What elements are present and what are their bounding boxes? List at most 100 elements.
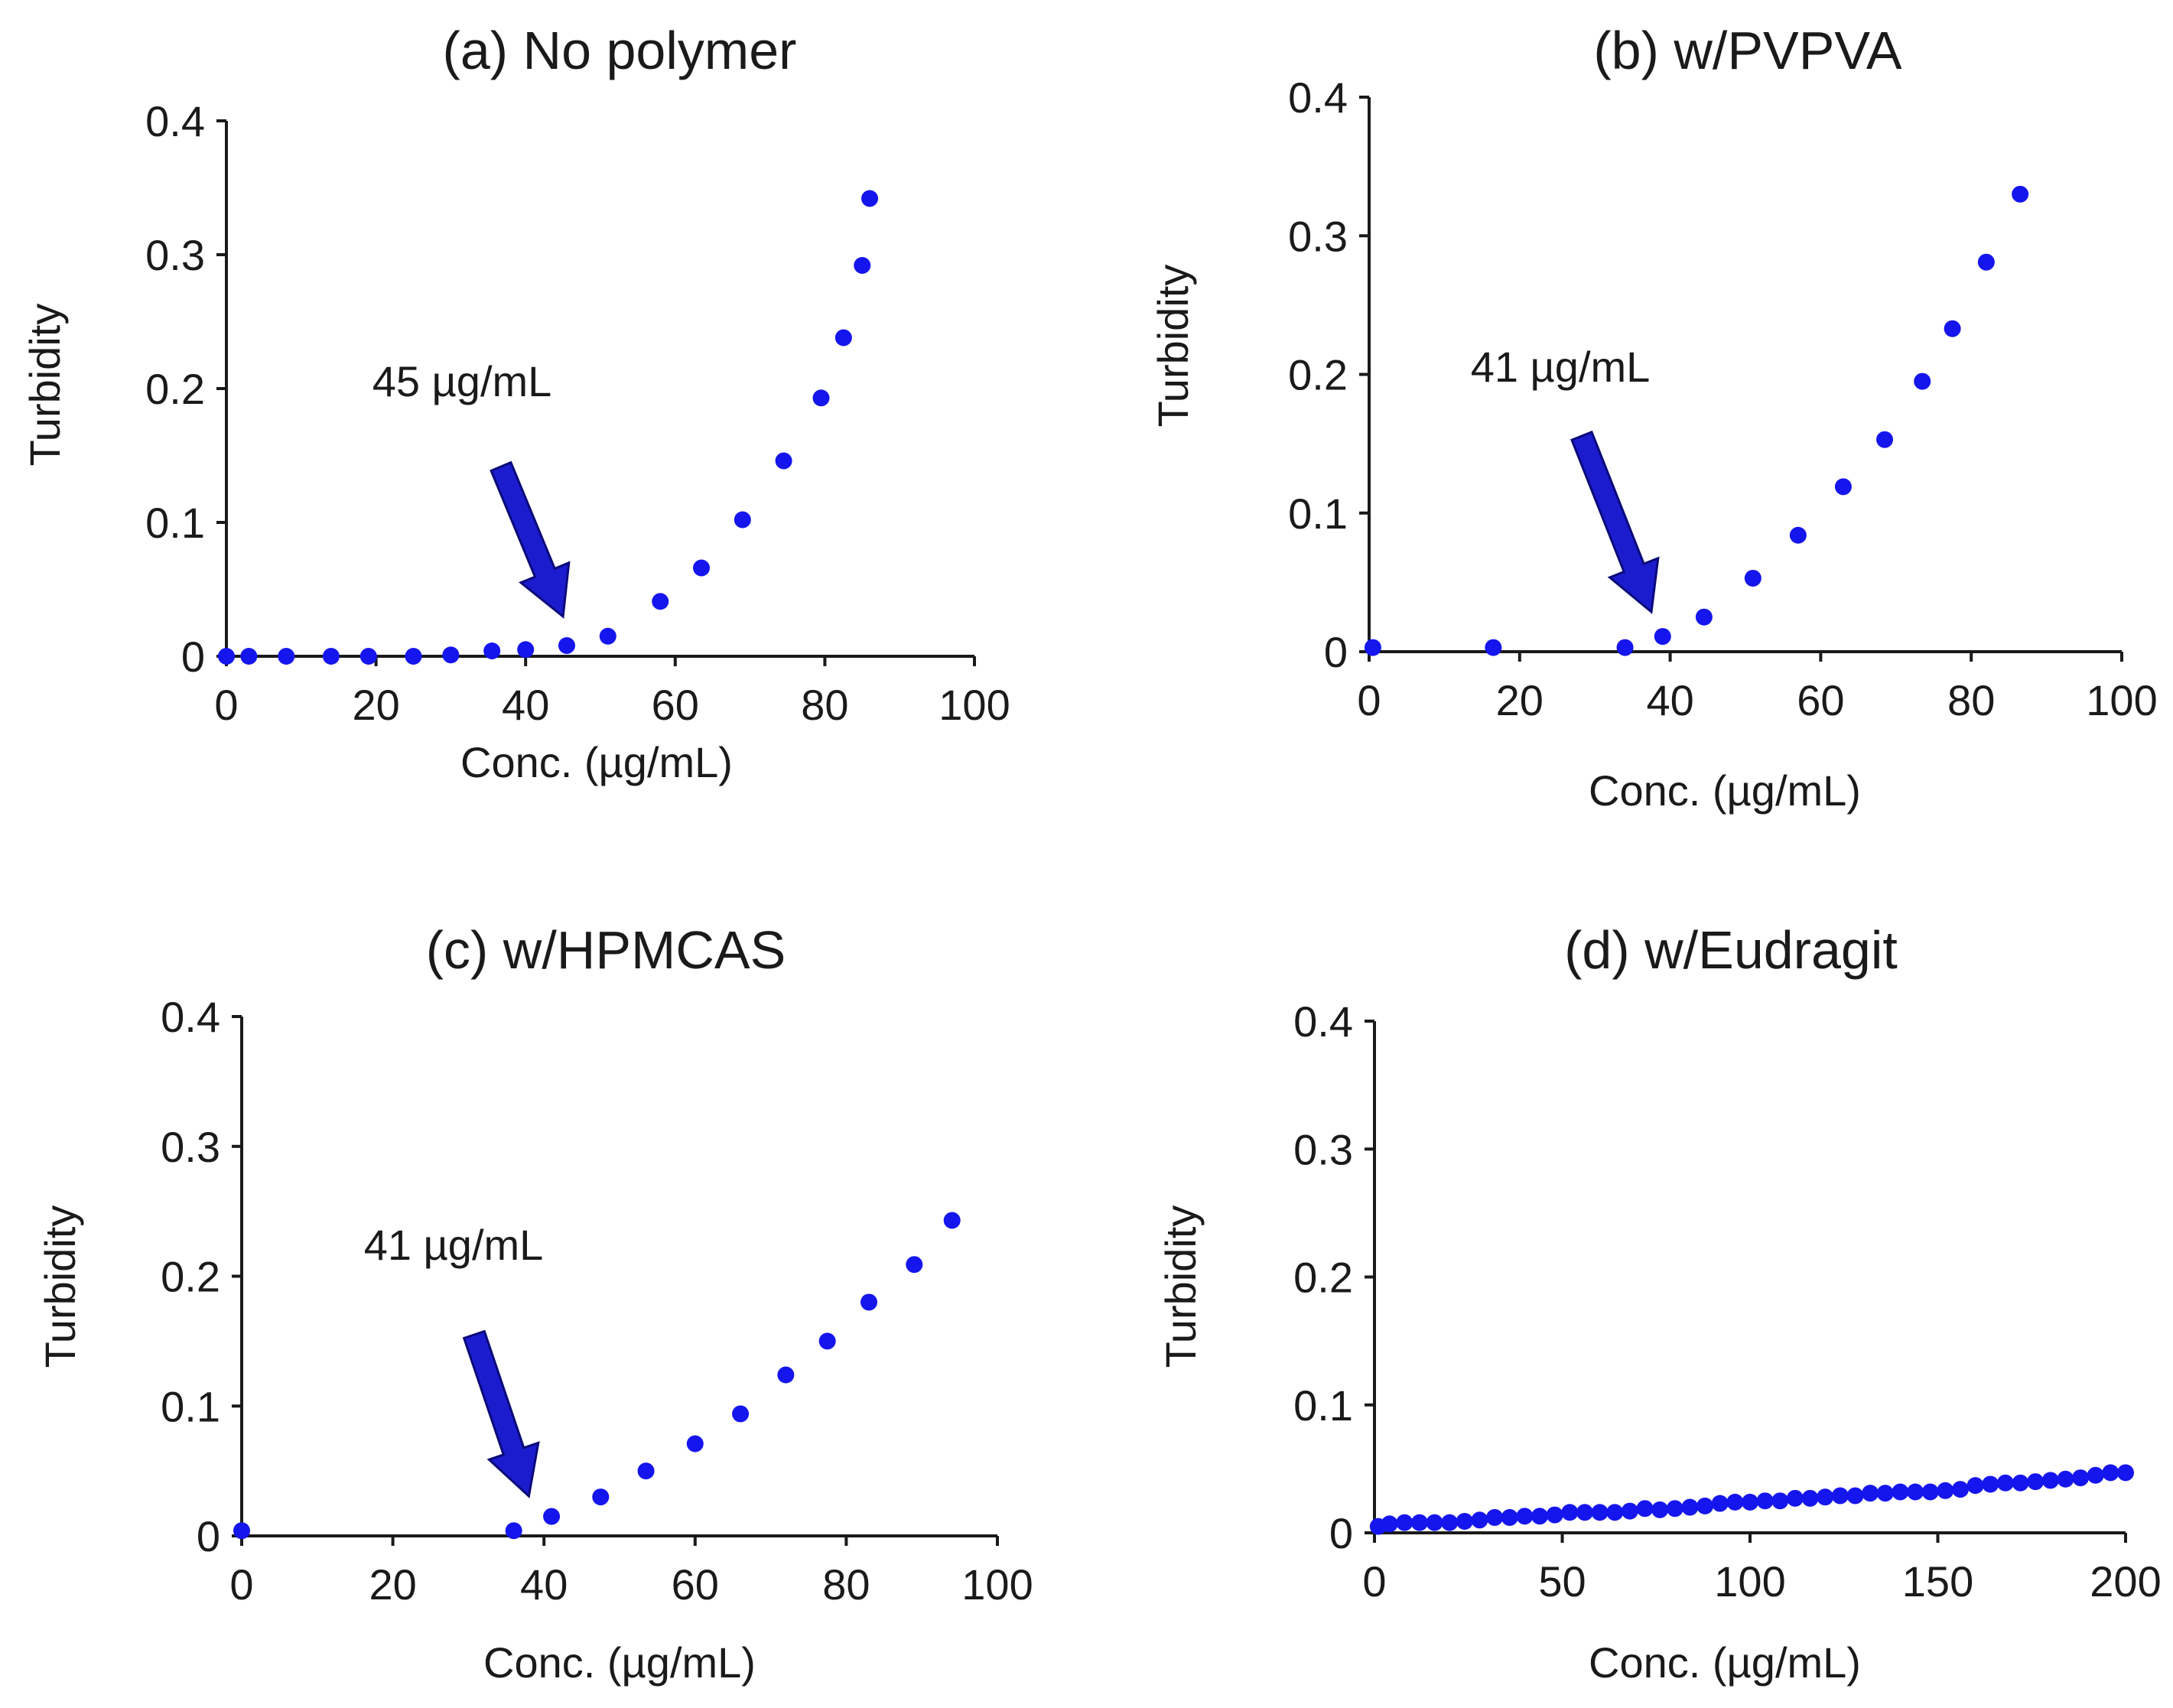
panel-a-x-tick-label: 0 <box>214 681 238 729</box>
panel-b-y-tick-label: 0.3 <box>1288 212 1348 260</box>
panel-b-data-point <box>1977 253 1995 271</box>
panel-b-points <box>1364 185 2029 656</box>
panel-c-xlabel: Conc. (µg/mL) <box>483 1638 756 1687</box>
panel-d-data-point <box>2072 1469 2090 1487</box>
panel-c-x-tick-label: 60 <box>672 1560 719 1609</box>
panel-a-data-point <box>278 648 295 665</box>
panel-d-data-point <box>1966 1477 1984 1495</box>
panel-a-data-point <box>834 329 852 346</box>
panel-a-data-point <box>599 627 616 645</box>
panel-d-data-point <box>1982 1475 1999 1493</box>
panel-a-ylabel: Turbidity <box>21 304 69 467</box>
panel-d-data-point <box>1907 1483 1924 1501</box>
panel-b-data-point <box>1654 628 1671 646</box>
panel-c-annotation-label: 41 µg/mL <box>364 1221 544 1269</box>
panel-d-data-point <box>1846 1487 1864 1505</box>
panel-d-data-point <box>1591 1504 1609 1521</box>
panel-d-data-point <box>1921 1483 1939 1501</box>
panel-a-y-tick-label: 0.2 <box>145 365 205 413</box>
panel-d-data-point <box>2027 1473 2045 1491</box>
panel-d-y-tick-label: 0.3 <box>1293 1125 1353 1173</box>
panel-b-y-tick-label: 0.2 <box>1288 351 1348 399</box>
panel-d-points <box>1369 1464 2134 1535</box>
panel-d-data-point <box>1396 1514 1413 1531</box>
panel-a-data-point <box>322 648 340 665</box>
panel-c-y-tick-label: 0.3 <box>161 1123 220 1171</box>
panel-b-y-tick-label: 0.4 <box>1288 73 1348 122</box>
panel-d-title: (d) w/Eudragit <box>1564 920 1898 980</box>
panel-a-data-point <box>517 641 535 659</box>
panel-b-y-tick-label: 0 <box>1324 628 1348 676</box>
panel-c-x-tick-label: 100 <box>961 1560 1033 1609</box>
panel-d-data-point <box>1546 1506 1563 1524</box>
panel-c-data-point <box>543 1508 561 1525</box>
panel-b-data-point <box>1616 639 1634 656</box>
panel-b-x-tick-label: 20 <box>1496 676 1544 724</box>
panel-b-x-tick-label: 40 <box>1646 676 1693 724</box>
panel-d-data-point <box>1666 1500 1683 1518</box>
panel-a-x-tick-label: 100 <box>938 681 1010 729</box>
panel-c-data-point <box>818 1332 836 1350</box>
panel-a-x-tick-label: 60 <box>652 681 699 729</box>
panel-d-x-tick-label: 100 <box>1714 1557 1785 1606</box>
panel-a-data-point <box>359 648 377 665</box>
panel-c-arrow-shape <box>462 1329 540 1498</box>
panel-c-arrow <box>462 1329 540 1498</box>
panel-c-y-tick-label: 0.1 <box>161 1382 220 1430</box>
panel-d-data-point <box>1606 1504 1624 1521</box>
panel-d-data-point <box>1937 1482 1954 1499</box>
panel-a-title: (a) No polymer <box>443 21 797 80</box>
panel-d-data-point <box>1817 1488 1834 1506</box>
panel-b-data-point <box>1789 526 1807 544</box>
panel-d-data-point <box>1786 1489 1804 1507</box>
panel-c-data-point <box>906 1256 923 1274</box>
panel-d-data-point <box>1831 1487 1849 1505</box>
panel-d-x-tick-label: 150 <box>1902 1557 1973 1606</box>
panel-c-x-tick-label: 80 <box>822 1560 870 1609</box>
panel-d-data-point <box>1516 1508 1534 1525</box>
panel-c-y-tick-label: 0 <box>197 1512 220 1560</box>
panel-d-data-point <box>1501 1508 1518 1526</box>
panel-d-data-point <box>1651 1501 1669 1518</box>
panel-a-x-tick-label: 80 <box>801 681 848 729</box>
panel-a-xlabel: Conc. (µg/mL) <box>460 738 733 786</box>
panel-a-y-tick-label: 0.3 <box>145 231 205 279</box>
panel-d-data-point <box>1862 1485 1879 1502</box>
panel-c-data-point <box>592 1488 610 1506</box>
panel-a-data-point <box>734 511 751 529</box>
panel-d-data-point <box>1696 1497 1714 1514</box>
panel-a-y-tick-label: 0.1 <box>145 499 205 547</box>
panel-d-data-point <box>1486 1508 1504 1526</box>
panel-b-annotation-label: 41 µg/mL <box>1471 343 1651 391</box>
panel-c: (c) w/HPMCAS Turbidity Conc. (µg/mL) 41 … <box>36 920 1033 1687</box>
panel-b-data-point <box>1914 373 1931 390</box>
panel-a-y-tick-label: 0 <box>181 633 205 681</box>
panel-a-data-point <box>812 389 830 407</box>
panel-c-data-point <box>686 1435 704 1453</box>
panel-b-data-point <box>2012 185 2029 203</box>
panel-b-ylabel: Turbidity <box>1149 265 1197 428</box>
panel-a-y-tick-label: 0.4 <box>145 97 205 145</box>
panel-d-data-point <box>1681 1498 1699 1516</box>
panel-c-x-tick-label: 0 <box>229 1560 253 1609</box>
panel-c-data-point <box>943 1212 961 1229</box>
panel-b-y-tick-label: 0.1 <box>1288 490 1348 538</box>
panel-a-x-tick-label: 20 <box>352 681 399 729</box>
panel-d-y-tick-label: 0.1 <box>1293 1381 1353 1430</box>
panel-d-x-tick-label: 50 <box>1538 1557 1586 1606</box>
panel-a-x-tick-label: 40 <box>502 681 549 729</box>
panel-c-y-tick-label: 0.4 <box>161 993 220 1041</box>
panel-d-data-point <box>1381 1515 1398 1533</box>
panel-d-data-point <box>1771 1492 1789 1510</box>
panel-b-title: (b) w/PVPVA <box>1593 21 1902 80</box>
panel-d-data-point <box>1742 1493 1758 1511</box>
panel-a-data-point <box>442 646 460 664</box>
panel-d-data-point <box>1410 1514 1428 1531</box>
panel-d-data-point <box>1426 1514 1443 1531</box>
panel-d-data-point <box>1636 1500 1654 1518</box>
panel-b-x-tick-label: 60 <box>1797 676 1844 724</box>
panel-a-data-point <box>483 643 501 659</box>
panel-d-data-point <box>1951 1481 1969 1498</box>
panel-a-data-point <box>558 637 575 654</box>
